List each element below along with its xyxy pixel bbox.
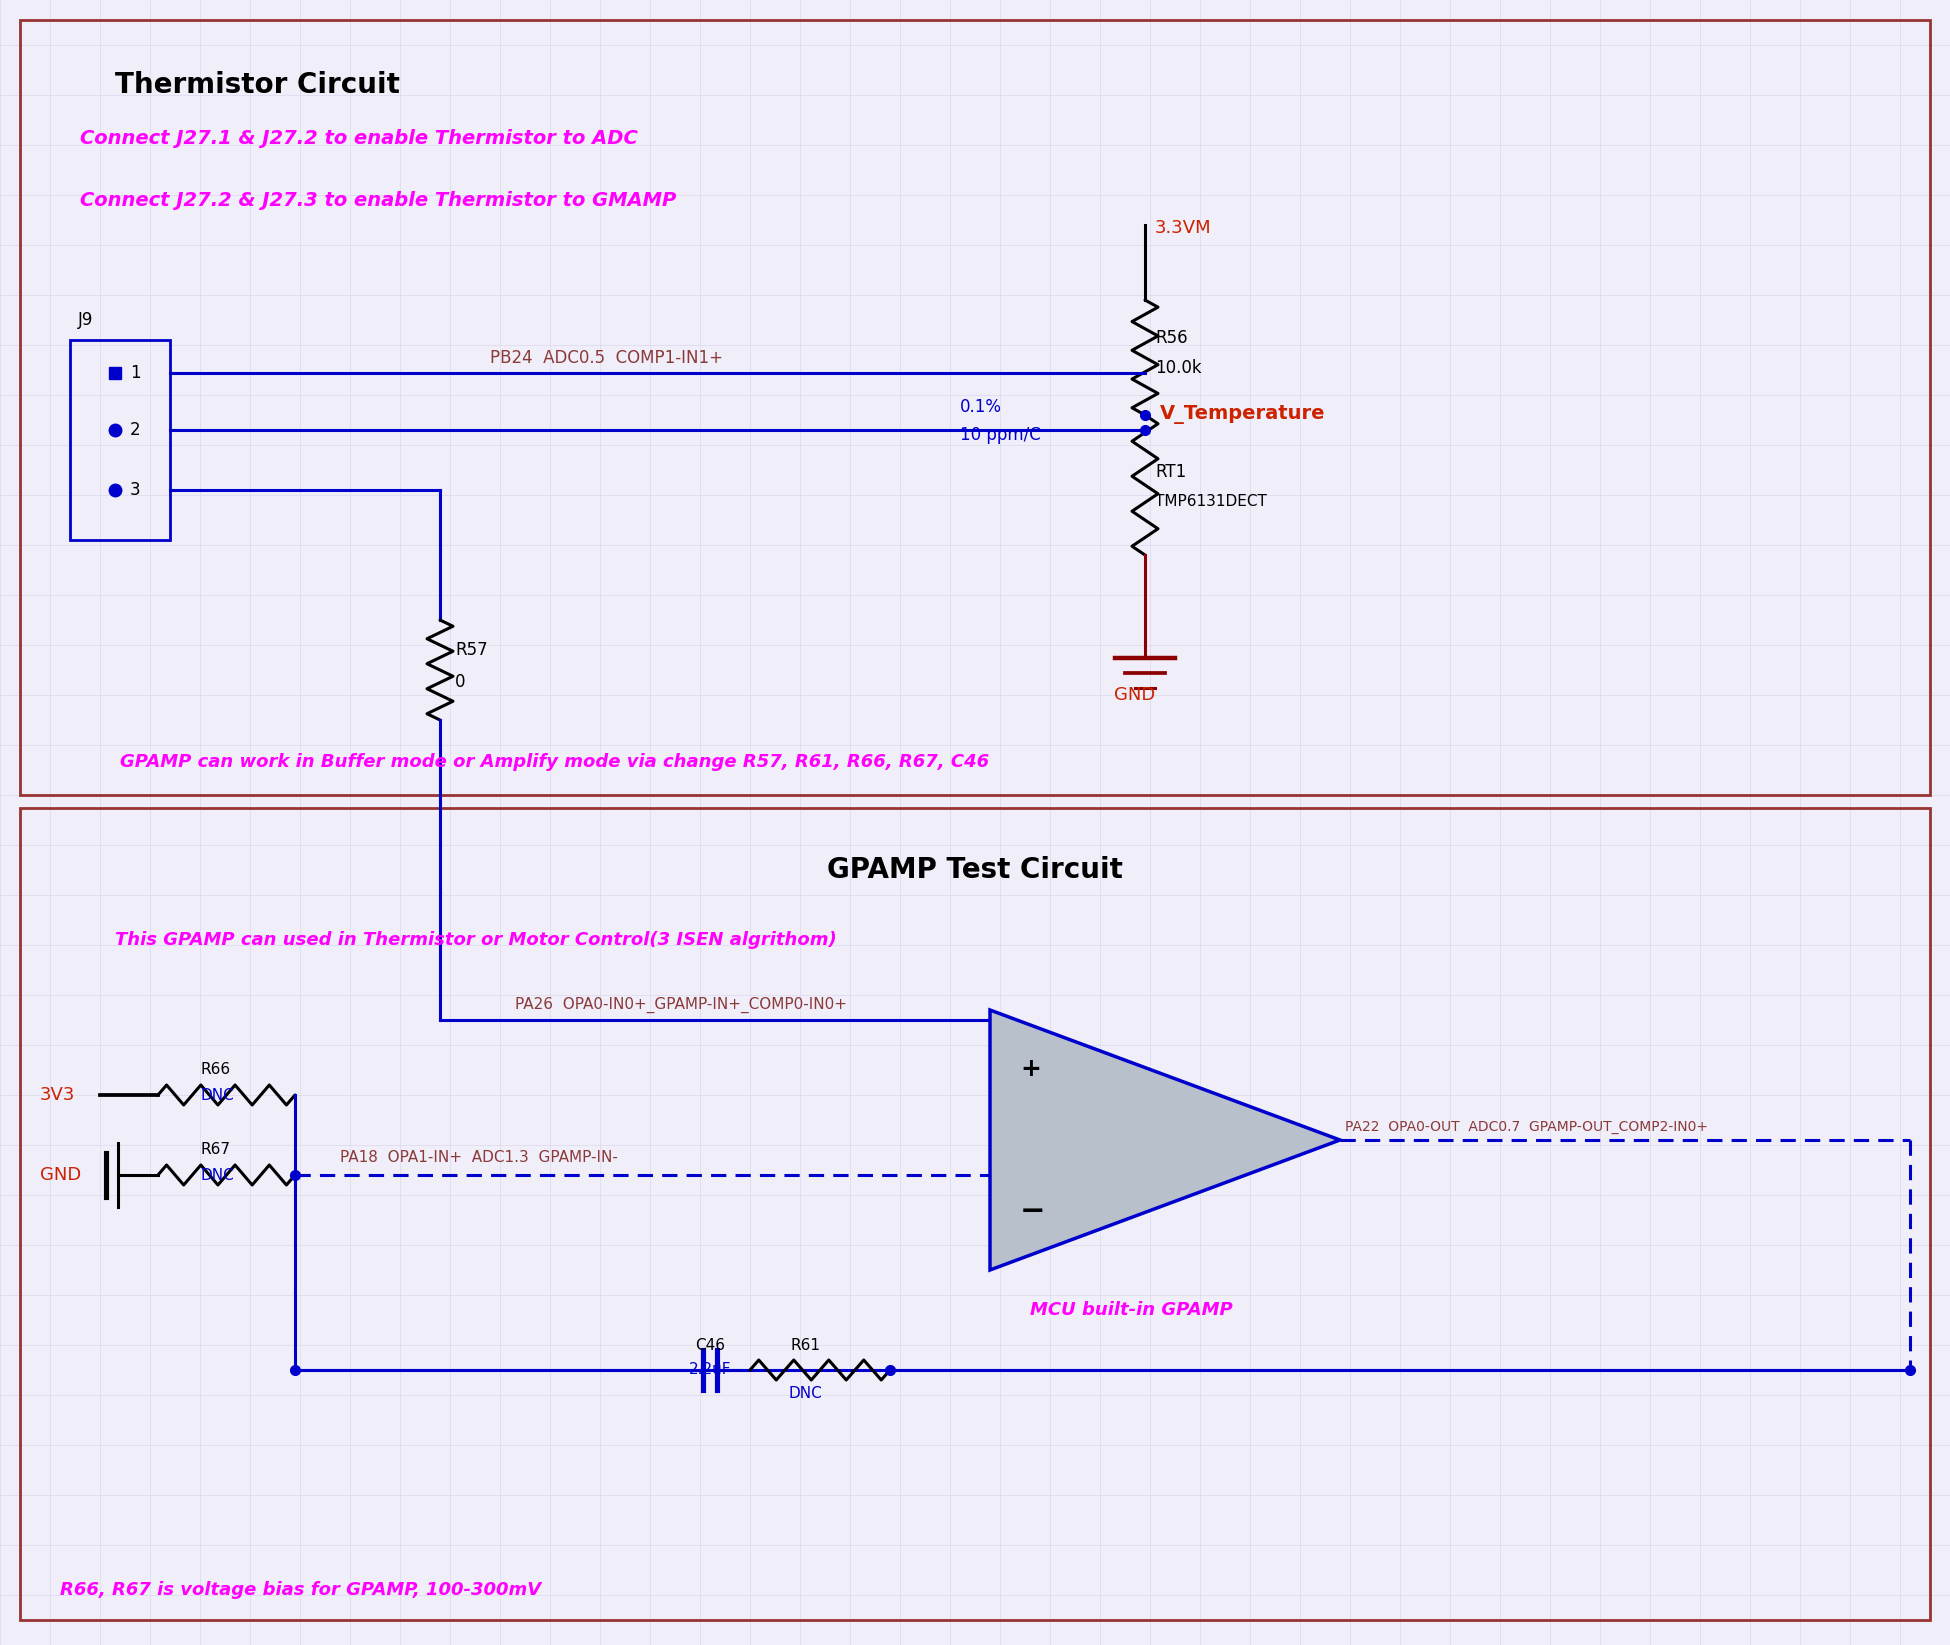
Bar bbox=[20, 20, 1930, 795]
Text: J9: J9 bbox=[78, 311, 94, 329]
Bar bbox=[70, 341, 170, 540]
Text: GND: GND bbox=[1113, 686, 1156, 704]
Text: Connect J27.2 & J27.3 to enable Thermistor to GMAMP: Connect J27.2 & J27.3 to enable Thermist… bbox=[80, 191, 677, 209]
Text: Connect J27.1 & J27.2 to enable Thermistor to ADC: Connect J27.1 & J27.2 to enable Thermist… bbox=[80, 128, 638, 148]
Text: 0.1%: 0.1% bbox=[959, 398, 1002, 416]
Text: R61: R61 bbox=[790, 1337, 821, 1352]
Text: 2: 2 bbox=[131, 421, 140, 439]
Text: R67: R67 bbox=[201, 1143, 230, 1158]
Text: −: − bbox=[1020, 1198, 1045, 1226]
Text: 1: 1 bbox=[131, 364, 140, 382]
Text: TMP6131DECT: TMP6131DECT bbox=[1154, 495, 1268, 510]
Text: GND: GND bbox=[41, 1166, 82, 1184]
Text: R66: R66 bbox=[201, 1063, 230, 1077]
Text: MCU built-in GPAMP: MCU built-in GPAMP bbox=[1030, 1301, 1232, 1319]
Text: C46: C46 bbox=[694, 1337, 725, 1352]
Text: GPAMP can work in Buffer mode or Amplify mode via change R57, R61, R66, R67, C46: GPAMP can work in Buffer mode or Amplify… bbox=[121, 753, 989, 772]
Polygon shape bbox=[991, 1010, 1340, 1270]
Text: 0: 0 bbox=[454, 673, 466, 691]
Text: This GPAMP can used in Thermistor or Motor Control(3 ISEN algrithom): This GPAMP can used in Thermistor or Mot… bbox=[115, 931, 837, 949]
Text: GPAMP Test Circuit: GPAMP Test Circuit bbox=[827, 855, 1123, 883]
Text: R57: R57 bbox=[454, 642, 488, 660]
Text: +: + bbox=[1020, 1056, 1041, 1081]
Bar bbox=[20, 808, 1930, 1620]
Text: PA18  OPA1-IN+  ADC1.3  GPAMP-IN-: PA18 OPA1-IN+ ADC1.3 GPAMP-IN- bbox=[339, 1150, 618, 1165]
Text: 10 ppm/C: 10 ppm/C bbox=[959, 426, 1041, 444]
Text: 3.3VM: 3.3VM bbox=[1154, 219, 1211, 237]
Text: PA22  OPA0-OUT  ADC0.7  GPAMP-OUT_COMP2-IN0+: PA22 OPA0-OUT ADC0.7 GPAMP-OUT_COMP2-IN0… bbox=[1346, 1120, 1708, 1133]
Text: PA26  OPA0-IN0+_GPAMP-IN+_COMP0-IN0+: PA26 OPA0-IN0+_GPAMP-IN+_COMP0-IN0+ bbox=[515, 997, 846, 1013]
Text: DNC: DNC bbox=[201, 1168, 234, 1183]
Text: DNC: DNC bbox=[788, 1385, 821, 1400]
Text: 3: 3 bbox=[131, 480, 140, 498]
Text: V_Temperature: V_Temperature bbox=[1160, 406, 1326, 424]
Text: 2.2uF: 2.2uF bbox=[688, 1362, 731, 1377]
Text: RT1: RT1 bbox=[1154, 462, 1186, 480]
Text: 10.0k: 10.0k bbox=[1154, 359, 1201, 377]
Text: R66, R67 is voltage bias for GPAMP, 100-300mV: R66, R67 is voltage bias for GPAMP, 100-… bbox=[60, 1581, 542, 1599]
Text: R56: R56 bbox=[1154, 329, 1188, 347]
Text: 3V3: 3V3 bbox=[41, 1086, 76, 1104]
Text: PB24  ADC0.5  COMP1-IN1+: PB24 ADC0.5 COMP1-IN1+ bbox=[489, 349, 723, 367]
Text: Thermistor Circuit: Thermistor Circuit bbox=[115, 71, 400, 99]
Text: DNC: DNC bbox=[201, 1087, 234, 1102]
